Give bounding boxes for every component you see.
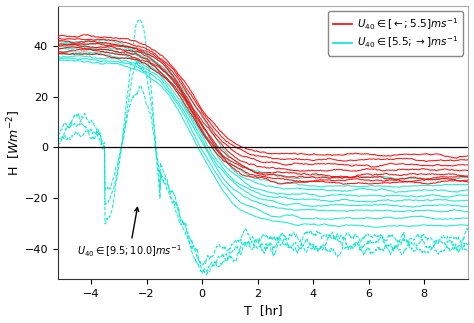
Legend: $U_{40} \in [\leftarrow; 5.5]ms^{-1}$, $U_{40} \in [5.5; \rightarrow]ms^{-1}$: $U_{40} \in [\leftarrow; 5.5]ms^{-1}$, $… (328, 11, 463, 56)
Text: $U_{40} \in [9.5; 10.0]ms^{-1}$: $U_{40} \in [9.5; 10.0]ms^{-1}$ (77, 207, 182, 259)
Y-axis label: H  [$Wm^{-2}$]: H [$Wm^{-2}$] (6, 109, 23, 176)
X-axis label: T  [hr]: T [hr] (244, 305, 283, 318)
